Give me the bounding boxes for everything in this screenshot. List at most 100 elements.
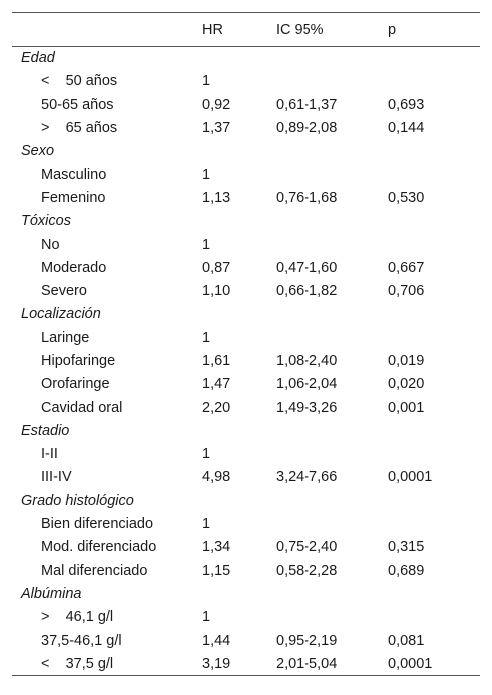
table-row: Severo 1,10 0,66-1,82 0,706 [12, 279, 480, 302]
table-row: 37,5-46,1 g/l 1,44 0,95-2,19 0,081 [12, 629, 480, 652]
row-hr: 1,34 [202, 539, 231, 556]
header-variable [12, 13, 202, 47]
row-hr: 1 [202, 329, 211, 346]
row-ic: 0,58-2,28 [276, 562, 338, 579]
hazard-ratio-table: HR IC 95% p Edad < 50 años 1 50-65 años 0,92… [12, 12, 480, 676]
row-hr: 1,47 [202, 376, 231, 393]
group-row: Tóxicos [12, 210, 480, 233]
row-p: 0,0001 [388, 469, 433, 486]
row-label: Mod. diferenciado [41, 539, 157, 556]
row-label: < 37,5 g/l [41, 655, 114, 672]
group-title: Edad [21, 50, 55, 67]
row-ic: 3,24-7,66 [276, 469, 338, 486]
table-container: HR IC 95% p Edad < 50 años 1 50-65 años 0,92… [12, 12, 480, 676]
row-p: 0,315 [388, 539, 425, 556]
row-p: 0,001 [388, 399, 425, 416]
table-row: Masculino 1 [12, 163, 480, 186]
row-p: 0,0001 [388, 655, 433, 672]
row-hr: 1 [202, 609, 211, 626]
table-body: Edad < 50 años 1 50-65 años 0,92 0,61-1,37 0,6… [12, 46, 480, 676]
row-label: Severo [41, 283, 87, 300]
group-row: Albúmina [12, 582, 480, 605]
row-p [388, 163, 480, 186]
row-label: III-IV [41, 469, 72, 486]
row-hr: 0,92 [202, 96, 231, 113]
row-ic [276, 70, 388, 93]
group-title: Sexo [21, 143, 55, 160]
row-label: < 50 años [41, 73, 118, 90]
row-ic: 0,66-1,82 [276, 283, 338, 300]
row-ic: 0,75-2,40 [276, 539, 338, 556]
row-ic [276, 163, 388, 186]
header-p: p [388, 21, 397, 38]
table-row: III-IV 4,98 3,24-7,66 0,0001 [12, 466, 480, 489]
row-p [388, 512, 480, 535]
row-label: 37,5-46,1 g/l [41, 632, 122, 649]
row-label: > 46,1 g/l [41, 609, 114, 626]
table-row: > 46,1 g/l 1 [12, 606, 480, 629]
row-hr: 1 [202, 516, 211, 533]
row-hr: 4,98 [202, 469, 231, 486]
row-label: Moderado [41, 259, 107, 276]
group-row: Estadio [12, 419, 480, 442]
row-p: 0,689 [388, 562, 425, 579]
table-row: Mod. diferenciado 1,34 0,75-2,40 0,315 [12, 536, 480, 559]
row-label: Femenino [41, 189, 106, 206]
table-row: < 37,5 g/l 3,19 2,01-5,04 0,0001 [12, 652, 480, 676]
table-row: Hipofaringe 1,61 1,08-2,40 0,019 [12, 349, 480, 372]
row-p: 0,706 [388, 283, 425, 300]
row-ic: 1,06-2,04 [276, 376, 338, 393]
row-ic [276, 512, 388, 535]
row-hr: 1,10 [202, 283, 231, 300]
row-p [388, 606, 480, 629]
row-p [388, 326, 480, 349]
header-ic: IC 95% [276, 21, 324, 38]
group-title: Grado histológico [21, 492, 134, 509]
table-row: No 1 [12, 233, 480, 256]
row-hr: 2,20 [202, 399, 231, 416]
group-title: Localización [21, 306, 101, 323]
row-label: Bien diferenciado [41, 516, 154, 533]
table-row: Bien diferenciado 1 [12, 512, 480, 535]
table-row: Mal diferenciado 1,15 0,58-2,28 0,689 [12, 559, 480, 582]
table-row: Moderado 0,87 0,47-1,60 0,667 [12, 256, 480, 279]
row-p: 0,693 [388, 96, 425, 113]
table-row: 50-65 años 0,92 0,61-1,37 0,693 [12, 93, 480, 116]
row-hr: 1,44 [202, 632, 231, 649]
header-row: HR IC 95% p [12, 12, 480, 47]
row-label: 50-65 años [41, 96, 114, 113]
row-ic [276, 233, 388, 256]
row-label: Cavidad oral [41, 399, 123, 416]
group-title: Albúmina [21, 585, 82, 602]
table-row: > 65 años 1,37 0,89-2,08 0,144 [12, 116, 480, 139]
group-row: Grado histológico [12, 489, 480, 512]
row-hr: 1 [202, 236, 211, 253]
row-label: Masculino [41, 166, 107, 183]
row-hr: 1,61 [202, 353, 231, 369]
row-hr: 1,13 [202, 189, 231, 206]
row-label: Orofaringe [41, 376, 110, 393]
row-hr: 0,87 [202, 259, 231, 276]
table-row: Orofaringe 1,47 1,06-2,04 0,020 [12, 373, 480, 396]
row-label: No [41, 236, 60, 253]
row-ic: 0,76-1,68 [276, 189, 338, 206]
header-hr: HR [202, 21, 223, 38]
row-p: 0,667 [388, 259, 425, 276]
row-p: 0,081 [388, 632, 425, 649]
row-ic: 2,01-5,04 [276, 655, 338, 672]
row-hr: 1,37 [202, 120, 231, 137]
row-ic [276, 443, 388, 466]
row-label: Mal diferenciado [41, 562, 148, 579]
row-ic: 0,95-2,19 [276, 632, 338, 649]
table-row: I-II 1 [12, 443, 480, 466]
group-row: Localización [12, 303, 480, 326]
row-ic: 0,89-2,08 [276, 120, 338, 137]
row-p: 0,020 [388, 376, 425, 393]
row-label: I-II [41, 446, 58, 463]
row-ic [276, 326, 388, 349]
row-label: Laringe [41, 329, 90, 346]
row-p [388, 233, 480, 256]
row-p: 0,019 [388, 353, 425, 369]
table-row: < 50 años 1 [12, 70, 480, 93]
table-row: Cavidad oral 2,20 1,49-3,26 0,001 [12, 396, 480, 419]
